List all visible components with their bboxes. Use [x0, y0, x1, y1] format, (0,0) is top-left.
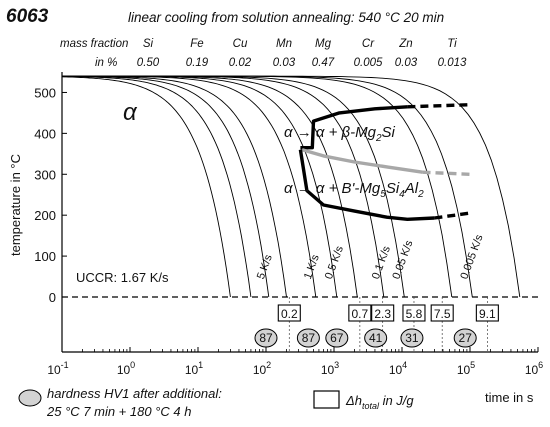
unit-label: in % [95, 57, 117, 69]
x-tick-label: 100 [117, 360, 135, 377]
element-value: 0.005 [354, 57, 383, 69]
enthalpy-value: 5.8 [406, 307, 423, 321]
cooling-curve [61, 76, 231, 298]
enthalpy-value: 0.7 [352, 307, 369, 321]
hardness-value: 67 [330, 331, 344, 345]
enthalpy-value: 9.1 [479, 307, 496, 321]
enthalpy-value: 0.2 [281, 307, 298, 321]
element-value: 0.02 [229, 57, 252, 69]
legend-hardness-symbol [18, 389, 42, 407]
x-tick-label: 10-1 [47, 360, 68, 377]
x-tick-label: 102 [253, 360, 271, 377]
element-symbol: Mg [315, 38, 332, 50]
element-value: 0.19 [186, 57, 209, 69]
cooling-rate-label: 0.005 K/s [458, 233, 485, 281]
hardness-ellipse [325, 328, 349, 348]
hardness-ellipse [296, 328, 320, 348]
cooling-rate-label: 0.05 K/s [390, 238, 415, 280]
hardness-value: 87 [259, 331, 273, 345]
element-value: 0.013 [438, 57, 467, 69]
cooling-rate-labels: 5 K/s 1 K/s 0.5 K/s 0.1 K/s0.05 K/s 0.005 K/… [255, 233, 486, 281]
bprime-boundary [298, 149, 435, 222]
enthalpy-box [475, 304, 499, 322]
enthalpy-value: 2.3 [374, 307, 391, 321]
x-tick-label: 104 [389, 360, 407, 377]
y-tick-label: 300 [34, 167, 56, 182]
uccr-label: UCCR: 1.67 K/s [76, 270, 169, 285]
cooling-rate-label: 0.5 K/s [323, 244, 346, 281]
legend-enthalpy-label: Δhtotal in J/g [345, 393, 414, 411]
cooling-curve [62, 76, 252, 298]
element-symbol: Si [143, 38, 154, 50]
enthalpy-box [402, 304, 426, 322]
bprime-boundary-extrapolation [434, 211, 471, 220]
element-symbol: Mn [276, 38, 292, 50]
hardness-value: 87 [302, 331, 316, 345]
hardness-ellipse [254, 328, 278, 348]
cooling-curves [61, 75, 521, 298]
element-symbol: Cu [233, 38, 248, 50]
x-tick-label: 105 [457, 360, 475, 377]
legend-enthalpy-symbol [313, 390, 340, 409]
axis-ticks: 0 100 200 300 400 500 10-1 100 101 102 103 104 105 10… [34, 85, 543, 377]
beta-boundary [300, 105, 408, 150]
element-value: 0.03 [273, 57, 296, 69]
condition-label: linear cooling from solution annealing: … [128, 10, 444, 25]
element-value: 0.47 [312, 57, 335, 69]
x-axis-title: time in s [485, 390, 534, 405]
enthalpy-boxes: 0.2 0.7 2.3 5.8 7.5 9.1 [277, 297, 499, 352]
enthalpy-box [348, 304, 372, 322]
cooling-rate-label: 5 K/s [255, 253, 275, 281]
y-axis-title: temperature in °C [8, 154, 23, 256]
legend-hardness-line1: hardness HV1 after additional: [47, 386, 222, 401]
reaction-bprime-label: α → α + B'-Mg5Si4Al2 [284, 180, 424, 200]
axes [61, 72, 538, 353]
cooling-rate-label: 0.1 K/s [370, 244, 393, 281]
precip-boundary [301, 148, 423, 174]
alpha-phase-label: α [123, 99, 138, 126]
enthalpy-box [371, 304, 395, 322]
legend-hardness-line2: 25 °C 7 min + 180 °C 4 h [46, 404, 191, 419]
enthalpy-box [430, 304, 454, 322]
hardness-value: 41 [369, 331, 383, 345]
element-symbol: Fe [190, 38, 203, 50]
composition-elements: Si 0.50 Fe 0.19 Cu 0.02 Mn 0.03 Mg 0.47 Cr 0.005 Zn 0… [137, 38, 467, 69]
alloy-label: 6063 [6, 6, 49, 27]
mass-fraction-label: mass fraction [60, 38, 128, 50]
element-value: 0.50 [137, 57, 160, 69]
transformation-boundaries [298, 103, 471, 222]
hardness-ellipse [453, 328, 477, 348]
hardness-ellipse [400, 328, 424, 348]
cooling-rate-label: 1 K/s [302, 253, 322, 281]
enthalpy-value: 7.5 [434, 307, 451, 321]
hardness-value: 27 [459, 331, 473, 345]
hardness-value: 31 [405, 331, 419, 345]
x-tick-label: 101 [185, 360, 203, 377]
element-symbol: Cr [362, 38, 375, 50]
element-symbol: Zn [398, 38, 412, 50]
reaction-beta-label: α → α + β-Mg2Si [284, 124, 396, 144]
hardness-ellipse [364, 328, 388, 348]
hardness-ellipses: 87 87 67 41 31 27 [254, 328, 477, 348]
y-tick-label: 0 [49, 290, 56, 305]
cooling-curve [62, 75, 270, 298]
beta-boundary-extrapolation [407, 103, 471, 109]
x-tick-label: 103 [321, 360, 339, 377]
y-tick-label: 400 [34, 126, 56, 141]
y-tick-label: 100 [34, 249, 56, 264]
enthalpy-box [277, 304, 301, 322]
x-tick-label: 106 [525, 360, 543, 377]
cooling-curve [62, 75, 521, 298]
precip-boundary-extrapolation [422, 170, 471, 176]
y-tick-label: 200 [34, 208, 56, 223]
element-symbol: Ti [447, 38, 457, 50]
element-value: 0.03 [395, 57, 418, 69]
cooling-curve [62, 75, 317, 298]
y-tick-label: 500 [34, 85, 56, 100]
